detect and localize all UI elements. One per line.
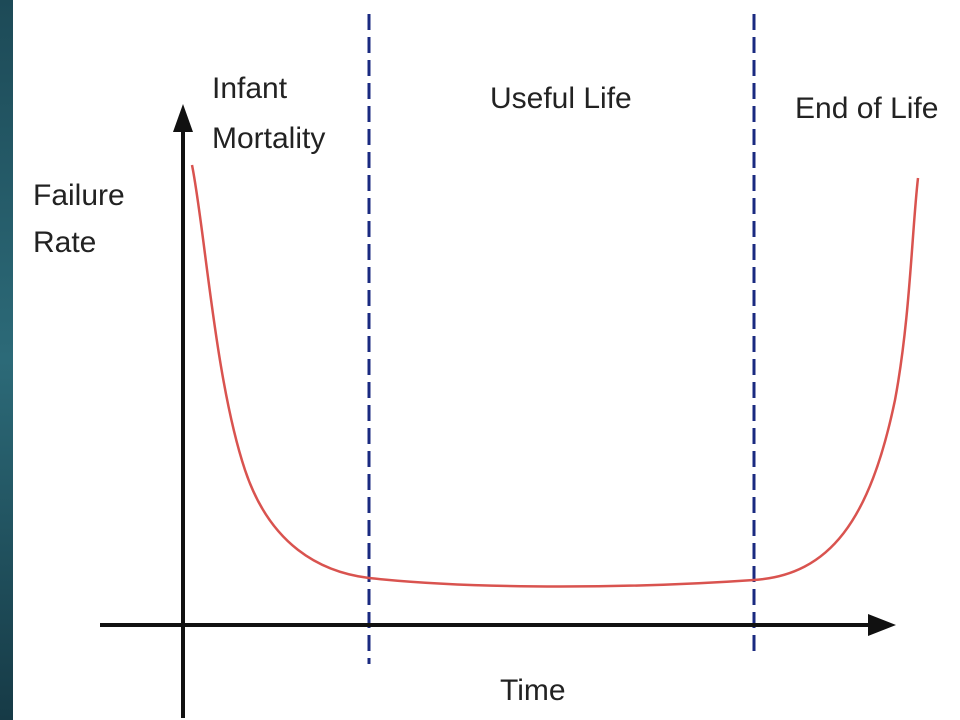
y-axis-label: Failure Rate (33, 179, 133, 259)
region-label: Useful Life (490, 82, 632, 115)
side-strip (0, 0, 13, 720)
x-axis-arrow (868, 614, 896, 636)
region-label-line: End of Life (795, 92, 938, 125)
region-label-line: Mortality (212, 122, 325, 155)
failure-curve (190, 164, 920, 588)
region-label-line: Infant (212, 72, 288, 105)
region-label-line: Useful Life (490, 82, 632, 115)
x-axis-label: Time (500, 674, 566, 707)
region-label: Infant Mortality (212, 72, 325, 155)
y-axis-label-line: Failure (33, 179, 125, 212)
y-axis-label-line: Rate (33, 226, 96, 259)
region-label: End of Life (795, 92, 938, 125)
y-axis-arrow (173, 104, 193, 132)
